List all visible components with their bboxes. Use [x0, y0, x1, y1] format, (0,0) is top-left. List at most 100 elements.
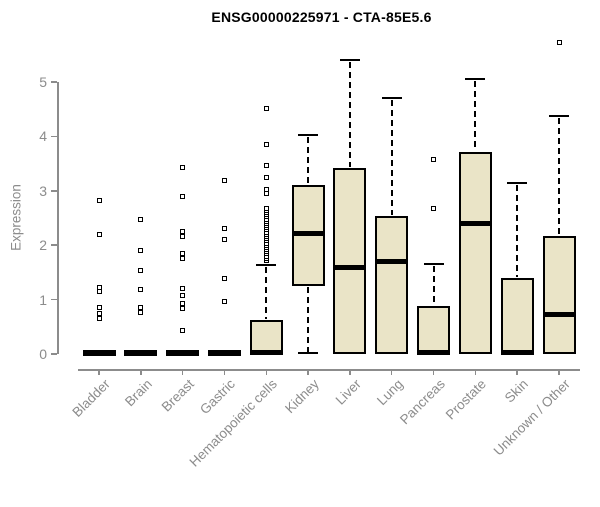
outlier-point — [96, 310, 102, 316]
outlier-point — [263, 175, 269, 181]
median-line — [375, 259, 409, 265]
outlier-point — [180, 292, 186, 298]
outlier-point — [431, 156, 437, 162]
box — [417, 306, 451, 354]
outlier-point — [263, 187, 269, 193]
median-line — [291, 231, 325, 237]
x-axis-tick — [432, 369, 435, 375]
outlier-point — [138, 267, 144, 273]
outlier-point — [263, 205, 269, 211]
outlier-point — [96, 231, 102, 237]
median-line — [542, 312, 576, 318]
upper-whisker — [390, 100, 393, 216]
upper-whisker-cap — [423, 262, 444, 265]
upper-whisker — [265, 266, 268, 319]
outlier-point — [221, 177, 227, 183]
upper-whisker-cap — [507, 182, 528, 185]
outlier-point — [138, 286, 144, 292]
box — [333, 167, 367, 354]
outlier-point — [138, 304, 144, 310]
outlier-point — [180, 250, 186, 256]
outlier-point — [96, 315, 102, 321]
outlier-point — [138, 309, 144, 315]
outlier-point — [96, 285, 102, 291]
median-line — [207, 350, 241, 356]
outlier-point — [263, 106, 269, 112]
x-axis-line — [78, 369, 580, 371]
upper-whisker — [307, 136, 310, 185]
y-axis-tick — [51, 190, 57, 192]
y-tick-label: 5 — [39, 74, 47, 90]
median-line — [166, 350, 200, 356]
x-axis-tick — [140, 369, 142, 375]
y-axis-line — [57, 82, 59, 354]
outlier-point — [180, 306, 186, 312]
box — [375, 216, 409, 354]
lower-whisker-cap — [298, 351, 319, 354]
x-axis-tick — [474, 369, 477, 375]
median-line — [333, 265, 367, 270]
x-axis-tick — [516, 369, 518, 375]
upper-whisker-cap — [256, 263, 277, 266]
y-tick-label: 3 — [39, 182, 47, 199]
y-tick-label: 4 — [39, 128, 47, 145]
box — [458, 151, 492, 354]
outlier-point — [556, 40, 562, 46]
y-tick-label: 1 — [39, 291, 47, 308]
x-axis-tick — [390, 369, 393, 375]
outlier-point — [263, 163, 269, 169]
outlier-point — [180, 300, 186, 306]
upper-whisker — [516, 185, 519, 278]
y-axis-tick — [51, 353, 57, 355]
outlier-point — [180, 255, 186, 261]
outlier-point — [221, 275, 227, 281]
outlier-point — [263, 141, 269, 147]
median-line — [82, 350, 116, 356]
x-axis-tick — [265, 369, 268, 375]
box — [500, 278, 534, 354]
median-line — [500, 349, 534, 355]
upper-whisker-cap — [298, 133, 319, 136]
upper-whisker — [432, 265, 435, 306]
x-axis-tick — [98, 369, 100, 375]
x-axis-tick — [349, 369, 351, 375]
y-tick-label: 2 — [39, 237, 47, 254]
box — [249, 319, 283, 354]
x-axis-tick — [223, 369, 226, 375]
outlier-point — [221, 226, 227, 232]
outlier-point — [96, 305, 102, 311]
outlier-point — [138, 247, 144, 253]
outlier-point — [431, 205, 437, 211]
median-line — [124, 350, 158, 356]
outlier-point — [180, 229, 186, 235]
outlier-point — [138, 217, 144, 223]
upper-whisker — [474, 81, 477, 151]
outlier-point — [221, 237, 227, 243]
y-axis-tick — [51, 244, 57, 246]
median-line — [458, 220, 492, 226]
box — [542, 235, 576, 354]
median-line — [417, 349, 451, 355]
upper-whisker-cap — [339, 59, 360, 62]
median-line — [249, 349, 283, 355]
x-axis-tick — [307, 369, 309, 375]
y-axis-tick — [51, 298, 57, 301]
x-axis-tick — [181, 369, 184, 375]
outlier-point — [96, 198, 102, 204]
upper-whisker — [348, 62, 351, 167]
y-tick-label: 0 — [39, 346, 47, 362]
outlier-point — [180, 164, 186, 170]
lower-whisker — [307, 287, 310, 352]
outlier-point — [180, 286, 186, 292]
chart-title: ENSG00000225971 - CTA-85E5.6 — [211, 9, 432, 25]
y-axis-tick — [51, 81, 57, 83]
upper-whisker-cap — [549, 115, 570, 118]
x-axis-tick — [558, 369, 560, 375]
outlier-point — [180, 328, 186, 334]
upper-whisker-cap — [465, 78, 486, 81]
outlier-point — [221, 298, 227, 304]
y-axis-tick — [51, 135, 57, 138]
upper-whisker-cap — [381, 97, 402, 100]
